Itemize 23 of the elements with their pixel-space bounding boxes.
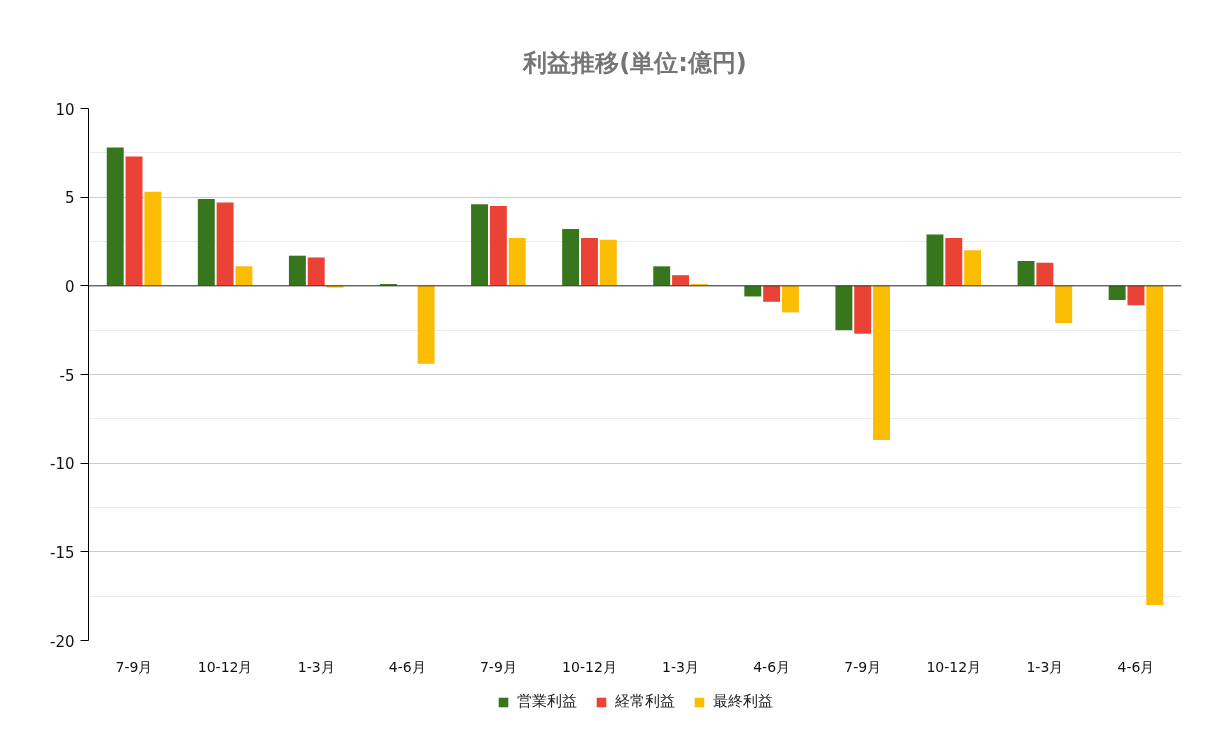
x-tick-label: 4-6月 bbox=[753, 658, 791, 675]
x-tick-label: 10-12月 bbox=[562, 658, 617, 675]
y-tick-label: -15 bbox=[50, 543, 75, 562]
legend-label: 営業利益 bbox=[516, 692, 577, 711]
x-tick-label: 10-12月 bbox=[926, 658, 982, 675]
y-tick-label: -20 bbox=[50, 632, 75, 651]
y-tick-label: 0 bbox=[64, 277, 75, 296]
y-tick-label: -5 bbox=[59, 366, 75, 385]
x-tick-label: 1-3月 bbox=[662, 658, 699, 675]
x-tick-label: 1-3月 bbox=[297, 658, 335, 675]
x-tick-label: 1-3月 bbox=[1026, 658, 1064, 675]
x-tick-label: 10-12月 bbox=[197, 658, 253, 675]
x-tick-label: 7-9月 bbox=[844, 658, 882, 675]
chart-title: 利益推移(単位:億円) bbox=[522, 48, 747, 77]
y-tick-label: 10 bbox=[55, 100, 75, 119]
legend-label: 経常利益 bbox=[614, 692, 675, 711]
x-tick-label: 4-6月 bbox=[388, 658, 426, 675]
y-tick-label: 5 bbox=[64, 189, 75, 208]
legend-label: 最終利益 bbox=[712, 692, 773, 711]
x-tick-label: 4-6月 bbox=[1117, 658, 1155, 675]
y-tick-label: -10 bbox=[50, 455, 75, 474]
x-tick-label: 7-9月 bbox=[115, 658, 153, 675]
x-tick-label: 7-9月 bbox=[479, 658, 517, 675]
